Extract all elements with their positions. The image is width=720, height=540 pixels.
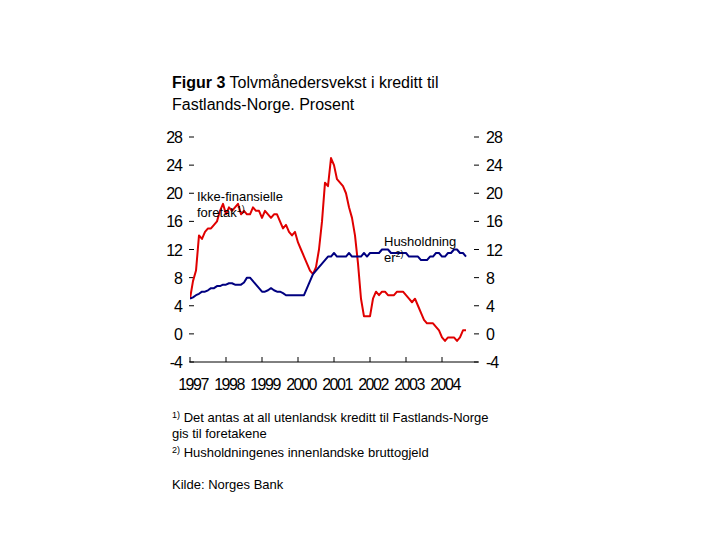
y2-tick [474, 137, 479, 138]
y2-tick-label: 0 [486, 326, 495, 343]
title-block: Figur 3 Tolvmånedersvekst i kreditt til … [172, 72, 492, 116]
y2-tick [474, 305, 479, 306]
y-tick-label: 4 [174, 298, 183, 315]
plot-lines [190, 158, 466, 341]
x-tick-label: 1998 [214, 376, 245, 393]
footnote-marker: 2) [172, 445, 180, 455]
y2-tick-label: -4 [486, 354, 499, 371]
y-tick-label: 12 [166, 242, 183, 259]
y2-tick-label: 8 [486, 270, 495, 287]
figure-label: Figur 3 [172, 74, 225, 91]
x-tick-label: 2001 [322, 376, 353, 393]
y-tick [189, 137, 194, 138]
y-tick [189, 333, 194, 334]
x-tick-label: 2002 [358, 376, 389, 393]
y2-tick [474, 165, 479, 166]
x-tick [190, 357, 191, 362]
y-tick-label: 20 [166, 185, 183, 202]
series-label: Ikke-finansielle [197, 189, 283, 204]
y2-tick [474, 193, 479, 194]
series-label: er2) [384, 249, 404, 265]
y-tick [189, 193, 194, 194]
y-tick-label: 0 [174, 326, 183, 343]
x-tick-label: 2003 [394, 376, 425, 393]
series-line [190, 250, 466, 299]
x-tick [262, 357, 263, 362]
y2-tick [474, 333, 479, 334]
x-tick-label: 1999 [250, 376, 281, 393]
chart: -4 -4 0 0 4 4 8 8 12 12 16 16 20 20 24 24 28 28 1997 1998 19… [0, 0, 720, 540]
footnote: 1) Det antas at all utenlandsk kreditt t… [172, 407, 507, 442]
x-tick-label: 2004 [430, 376, 461, 393]
x-tick [334, 357, 335, 362]
footnote-marker: 1) [172, 410, 180, 420]
y2-tick-label: 12 [486, 242, 503, 259]
y-tick [189, 165, 194, 166]
y2-tick [474, 221, 479, 222]
series-line [190, 158, 466, 341]
series-label: Husholdning [384, 234, 456, 249]
source: Kilde: Norges Bank [172, 477, 507, 493]
y2-tick-label: 16 [486, 213, 503, 230]
y-tick-label: 24 [166, 157, 183, 174]
y-tick-label: -4 [170, 354, 183, 371]
y-tick [189, 305, 194, 306]
y-tick-label: 28 [166, 129, 183, 146]
y-tick-label: 8 [174, 270, 183, 287]
y2-tick-label: 24 [486, 157, 503, 174]
y-tick [189, 249, 194, 250]
y2-tick-label: 20 [486, 185, 503, 202]
y2-tick [474, 277, 479, 278]
y2-tick-label: 28 [486, 129, 503, 146]
y2-tick-label: 4 [486, 298, 495, 315]
footnote-text: Det antas at all utenlandsk kreditt til … [172, 410, 489, 441]
series-label: foretak1) [197, 204, 245, 220]
x-tick-label: 2000 [286, 376, 317, 393]
x-tick [226, 357, 227, 362]
x-tick [442, 357, 443, 362]
y-tick [189, 221, 194, 222]
y-tick-label: 16 [166, 213, 183, 230]
x-tick [406, 357, 407, 362]
x-tick-label: 1997 [178, 376, 209, 393]
footnote-text: Husholdningenes innenlandske bruttogjeld [184, 445, 429, 460]
footnote: 2) Husholdningenes innenlandske bruttogj… [172, 442, 507, 461]
x-tick [370, 357, 371, 362]
x-tick [298, 357, 299, 362]
y2-tick [474, 249, 479, 250]
notes-block: 1) Det antas at all utenlandsk kreditt t… [172, 407, 507, 493]
y2-tick [474, 362, 479, 363]
